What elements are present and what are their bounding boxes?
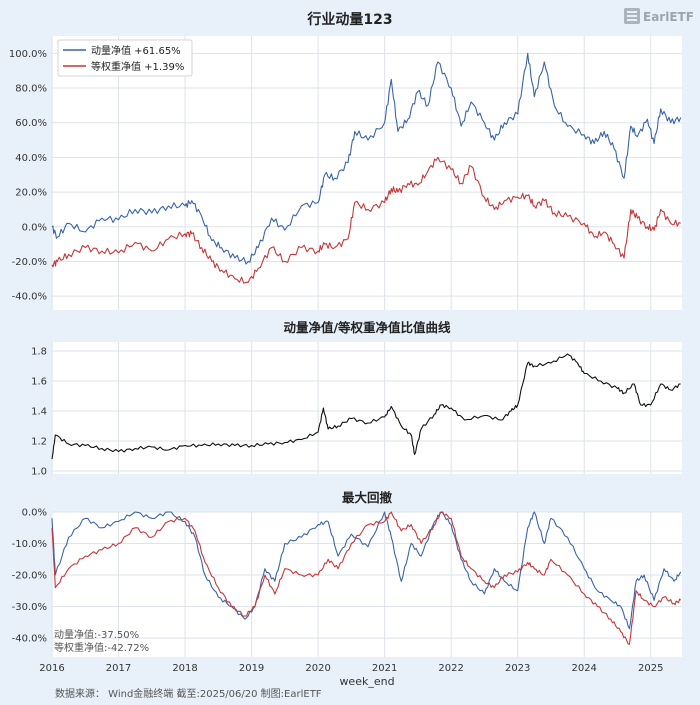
y-tick-label: 60.0%	[15, 118, 47, 129]
x-tick-label: 2017	[106, 663, 131, 674]
ratio-title: 动量净值/等权重净值比值曲线	[283, 320, 451, 335]
y-tick-label: -20.0%	[12, 571, 47, 582]
y-tick-label: 0.0%	[22, 508, 47, 519]
drawdown-annotation-equal: 等权重净值:-42.72%	[54, 641, 149, 654]
drawdown-annotation-momentum: 动量净值:-37.50%	[54, 628, 139, 641]
x-tick-label: 2023	[505, 663, 530, 674]
x-tick-label: 2025	[638, 663, 663, 674]
drawdown-title: 最大回撤	[342, 490, 393, 505]
y-tick-label: -40.0%	[12, 292, 47, 303]
series-line-momentum	[51, 52, 682, 265]
y-tick-label: -20.0%	[12, 257, 47, 268]
legend-momentum: 动量净值 +61.65%	[91, 44, 181, 57]
x-tick-label: 2021	[372, 663, 397, 674]
data-source: 数据来源： Wind金融终端 截至:2025/06/20 制图:EarlETF	[55, 687, 322, 700]
drawdown-panel: -40.0% -30.0% -20.0% -10.0% 0.0% 动量净值:-37.50…	[12, 508, 682, 657]
y-tick-label: 1.0	[31, 467, 47, 478]
x-tick-label: 2022	[438, 663, 463, 674]
series-line-ratio	[51, 353, 681, 460]
legend: 动量净值 +61.65% 等权重净值 +1.39%	[57, 39, 193, 77]
y-tick-label: 100.0%	[9, 49, 47, 60]
x-tick-label: 2018	[172, 663, 197, 674]
ratio-panel: 1.0 1.2 1.4 1.6 1.8	[31, 342, 682, 478]
x-tick-label: 2020	[305, 663, 330, 674]
x-tick-label: 2019	[239, 663, 264, 674]
legend-equal: 等权重净值 +1.39%	[91, 60, 184, 73]
y-tick-label: 1.2	[31, 437, 47, 448]
x-axis-label: week_end	[339, 675, 394, 688]
y-tick-label: 0.0%	[22, 222, 47, 233]
logo: EarlETF	[624, 8, 694, 24]
y-tick-label: 1.8	[31, 347, 47, 358]
y-tick-label: 20.0%	[15, 188, 47, 199]
y-tick-label: 1.4	[31, 407, 47, 418]
y-tick-label: -10.0%	[12, 539, 47, 550]
legend-box	[57, 39, 193, 77]
series-line-equal	[51, 511, 682, 645]
chart-title: 行业动量123	[306, 11, 392, 28]
x-tick-label: 2024	[571, 663, 596, 674]
y-tick-label: 1.6	[31, 377, 47, 388]
series-line-momentum	[51, 511, 682, 630]
y-tick-label: 80.0%	[15, 84, 47, 95]
y-tick-label: -40.0%	[12, 634, 47, 645]
nav-panel: -40.0% -20.0% 0.0% 20.0% 40.0% 60.0% 80.0% 100.…	[9, 36, 682, 310]
y-tick-label: -30.0%	[12, 602, 47, 613]
series-line-equal	[51, 156, 681, 284]
x-tick-label: 2016	[39, 663, 64, 674]
logo-text: EarlETF	[643, 10, 694, 24]
y-tick-label: 40.0%	[15, 153, 47, 164]
